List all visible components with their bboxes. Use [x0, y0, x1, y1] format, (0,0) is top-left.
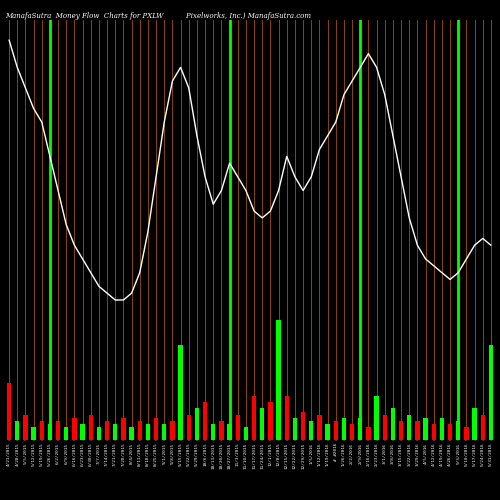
Bar	[317, 414, 322, 440]
Bar	[366, 428, 370, 440]
Bar	[138, 421, 142, 440]
Bar	[292, 418, 297, 440]
Bar	[350, 424, 354, 440]
Bar	[154, 418, 158, 440]
Bar	[284, 396, 289, 440]
Bar	[162, 424, 166, 440]
Bar	[32, 428, 36, 440]
Bar	[390, 408, 395, 440]
Bar	[96, 428, 101, 440]
Bar	[342, 418, 346, 440]
Bar	[105, 421, 110, 440]
Bar	[170, 421, 174, 440]
Text: ManafaSutra  Money Flow  Charts for PXLW          Pixelworks, Inc.) ManafaSutra.: ManafaSutra Money Flow Charts for PXLW P…	[5, 12, 311, 20]
Bar	[186, 414, 191, 440]
Bar	[244, 428, 248, 440]
Bar	[219, 421, 224, 440]
Bar	[260, 408, 264, 440]
Bar	[236, 414, 240, 440]
Bar	[194, 408, 199, 440]
Bar	[48, 424, 52, 440]
Bar	[399, 421, 404, 440]
Bar	[358, 418, 362, 440]
Bar	[23, 414, 28, 440]
Bar	[268, 402, 272, 440]
Bar	[432, 424, 436, 440]
Bar	[276, 320, 281, 440]
Bar	[72, 418, 76, 440]
Bar	[472, 408, 477, 440]
Bar	[211, 424, 216, 440]
Bar	[415, 421, 420, 440]
Bar	[64, 428, 68, 440]
Bar	[326, 424, 330, 440]
Bar	[40, 421, 44, 440]
Bar	[488, 346, 493, 440]
Bar	[56, 421, 60, 440]
Bar	[374, 396, 379, 440]
Bar	[464, 428, 468, 440]
Bar	[203, 402, 207, 440]
Bar	[424, 418, 428, 440]
Bar	[448, 424, 452, 440]
Bar	[407, 414, 412, 440]
Bar	[15, 421, 20, 440]
Bar	[7, 383, 12, 440]
Bar	[309, 421, 314, 440]
Bar	[113, 424, 117, 440]
Bar	[480, 414, 485, 440]
Bar	[80, 424, 85, 440]
Bar	[252, 396, 256, 440]
Bar	[178, 346, 183, 440]
Bar	[301, 412, 306, 440]
Bar	[334, 421, 338, 440]
Bar	[121, 418, 126, 440]
Bar	[88, 414, 93, 440]
Bar	[228, 424, 232, 440]
Bar	[440, 418, 444, 440]
Bar	[456, 421, 460, 440]
Bar	[146, 424, 150, 440]
Bar	[382, 414, 387, 440]
Bar	[130, 428, 134, 440]
